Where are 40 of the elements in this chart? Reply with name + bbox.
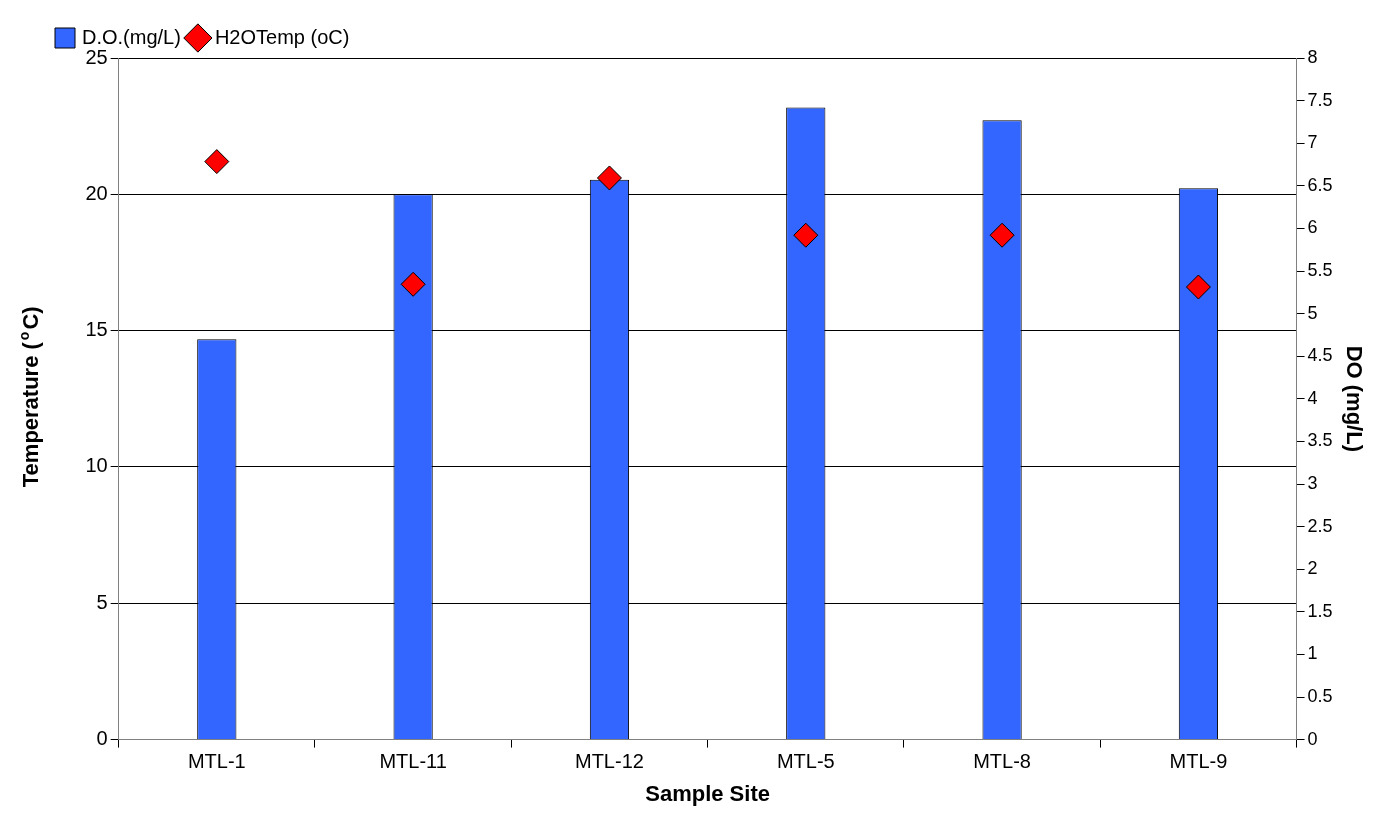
y-tick-label: 20	[85, 181, 108, 204]
point	[400, 271, 426, 297]
y-axis-title: Temperature (oC)	[15, 306, 44, 488]
y2-tick-label: 8	[1307, 46, 1318, 67]
y-tick-label: 5	[96, 590, 108, 613]
legend-label: D.O.(mg/L)	[82, 25, 181, 48]
x-tick-label: MTL-5	[776, 750, 835, 773]
y2-tick-label: 7.5	[1307, 89, 1333, 110]
y2-tick-label: 3	[1307, 472, 1318, 493]
y2-tick-label: 0.5	[1307, 685, 1333, 706]
y2-tick-label: 5	[1307, 302, 1318, 323]
y2-tick-label: 4	[1307, 387, 1318, 408]
point	[989, 222, 1015, 248]
x-axis-title: Sample Site	[645, 780, 770, 806]
x-tick-label: MTL-8	[973, 750, 1031, 773]
point	[596, 165, 622, 191]
y-tick-label: 10	[85, 454, 108, 477]
y2-axis-title: DO (mg/L)	[1341, 345, 1367, 452]
point	[204, 149, 230, 175]
y-tick-label: 0	[96, 727, 108, 750]
point	[793, 222, 819, 248]
y2-tick-label: 2.5	[1307, 515, 1333, 536]
y2-tick-label: 0	[1307, 728, 1318, 749]
y2-tick-label: 3.5	[1307, 430, 1333, 451]
y2-tick-label: 1.5	[1307, 600, 1333, 621]
legend-label: H2OTemp (oC)	[214, 25, 350, 48]
y2-tick-label: 5.5	[1307, 259, 1333, 280]
x-tick-label: MTL-11	[379, 750, 447, 773]
y2-tick-label: 4.5	[1307, 345, 1333, 366]
point	[1185, 274, 1211, 300]
x-tick-label: MTL-12	[575, 750, 644, 773]
y-tick-label: 25	[85, 45, 108, 68]
y-tick-label: 15	[85, 318, 108, 341]
x-tick-label: MTL-9	[1169, 750, 1228, 773]
y2-tick-label: 1	[1307, 643, 1318, 664]
y2-tick-label: 7	[1307, 132, 1318, 153]
y2-tick-label: 6	[1307, 217, 1318, 238]
x-tick-label: MTL-1	[187, 750, 246, 773]
y2-tick-label: 6.5	[1307, 174, 1333, 195]
y2-tick-label: 2	[1307, 558, 1318, 579]
